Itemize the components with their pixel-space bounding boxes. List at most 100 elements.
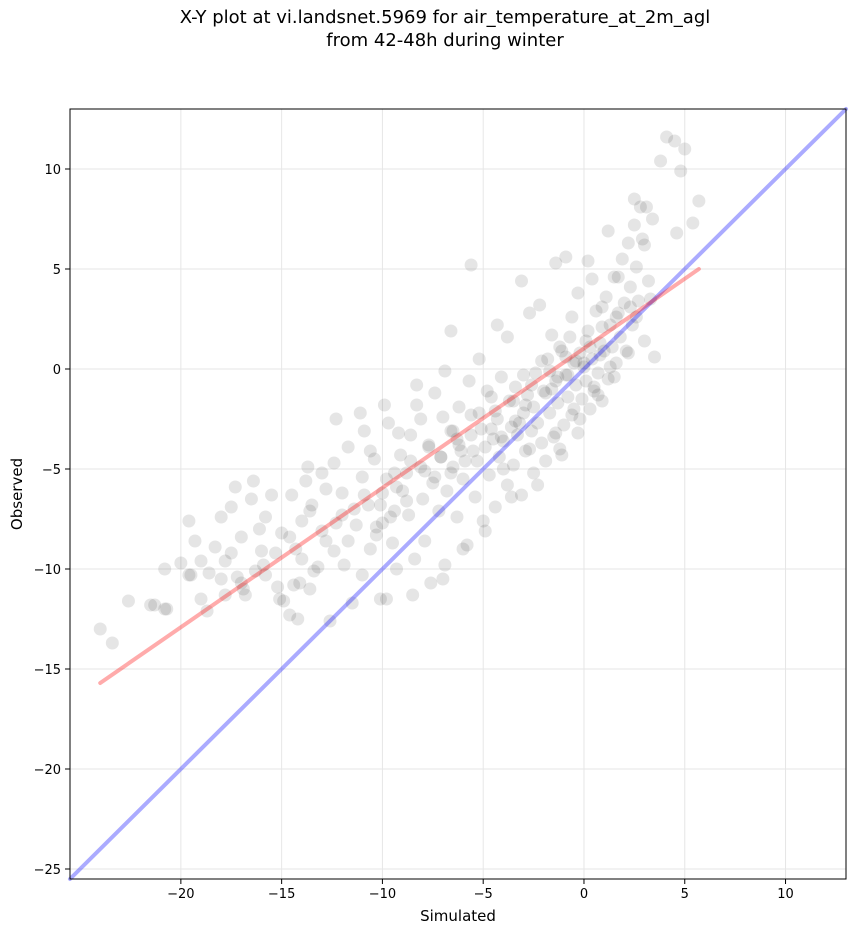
scatter-point [553,442,567,456]
scatter-point [273,592,287,606]
scatter-point [406,588,420,602]
scatter-point [605,340,619,354]
scatter-point [531,416,545,430]
scatter-point [315,524,329,538]
scatter-point [573,346,587,360]
scatter-point [375,516,389,530]
scatter-point [591,388,605,402]
scatter-point [637,334,651,348]
scatter-point [514,274,528,288]
scatter-point [517,368,531,382]
scatter-point [555,344,569,358]
scatter-point [392,426,406,440]
scatter-point [329,412,343,426]
scatter-point [452,438,466,452]
scatter-point [394,448,408,462]
scatter-point [464,258,478,272]
scatter-point [174,556,188,570]
scatter-point [545,382,559,396]
scatter-point [390,562,404,576]
scatter-point [404,454,418,468]
scatter-point [523,442,537,456]
scatter-point [345,596,359,610]
scatter-point [531,478,545,492]
scatter-point [619,344,633,358]
y-tick-label: −15 [34,663,61,678]
scatter-point [224,546,238,560]
scatter-point [525,378,539,392]
scatter-point [581,254,595,268]
scatter-point [583,402,597,416]
scatter-point [301,460,315,474]
scatter-point [315,466,329,480]
scatter-point [335,508,349,522]
scatter-point [319,482,333,496]
scatter-point [474,422,488,436]
scatter-point [494,430,508,444]
scatter-point [541,352,555,366]
scatter-point [271,580,285,594]
chart-title: X-Y plot at vi.landsnet.5969 for air_tem… [179,7,711,28]
scatter-point [432,504,446,518]
grid [70,109,846,879]
x-tick-label: −20 [167,887,194,902]
scatter-point [93,622,107,636]
scatter-point [607,370,621,384]
scatter-point [236,582,250,596]
scatter-point [521,388,535,402]
scatter-point [428,386,442,400]
y-tick-label: −5 [42,463,61,478]
scatter-point [369,528,383,542]
scatter-point [537,384,551,398]
scatter-point [631,294,645,308]
scatter-point [194,592,208,606]
scatter-point [252,522,266,536]
scatter-point [484,390,498,404]
scatter-point [500,478,514,492]
scatter-point [508,380,522,394]
scatter-point [668,134,682,148]
scatter-point [446,424,460,438]
scatter-point [510,428,524,442]
scatter-point [234,576,248,590]
scatter-point [428,470,442,484]
scatter-point [434,450,448,464]
scatter-point [692,194,706,208]
scatter-point [488,500,502,514]
scatter-point [603,360,617,374]
scatter-point [504,420,518,434]
scatter-point [639,200,653,214]
scatter-point [444,424,458,438]
scatter-point [593,348,607,362]
scatter-point [208,540,222,554]
scatter-point [450,432,464,446]
scatter-point [484,422,498,436]
scatter-point [641,274,655,288]
scatter-point [265,488,279,502]
scatter-point [553,340,567,354]
scatter-point [591,366,605,380]
scatter-point [438,364,452,378]
scatter-point [436,410,450,424]
scatter-point [559,350,573,364]
scatter-point [482,468,496,482]
scatter-point [601,372,615,386]
scatter-point [422,440,436,454]
scatter-point [214,572,228,586]
scatter-point [478,524,492,538]
scatter-point [643,292,657,306]
scatter-point [615,252,629,266]
scatter-point [573,412,587,426]
scatter-point [182,514,196,528]
scatter-point [202,566,216,580]
scatter-point [571,426,585,440]
y-tick-label: 0 [53,363,61,378]
scatter-point [480,384,494,398]
scatter-point [194,554,208,568]
scatter-point [256,558,270,572]
scatter-point [581,324,595,338]
x-tick-label: 10 [777,887,794,902]
scatter-point [303,582,317,596]
scatter-point [517,406,531,420]
axis-ticks: −20 −15 −10 −5 0 5 10 −25 −20 −15 −10 −5 0 5 10 [34,163,794,902]
